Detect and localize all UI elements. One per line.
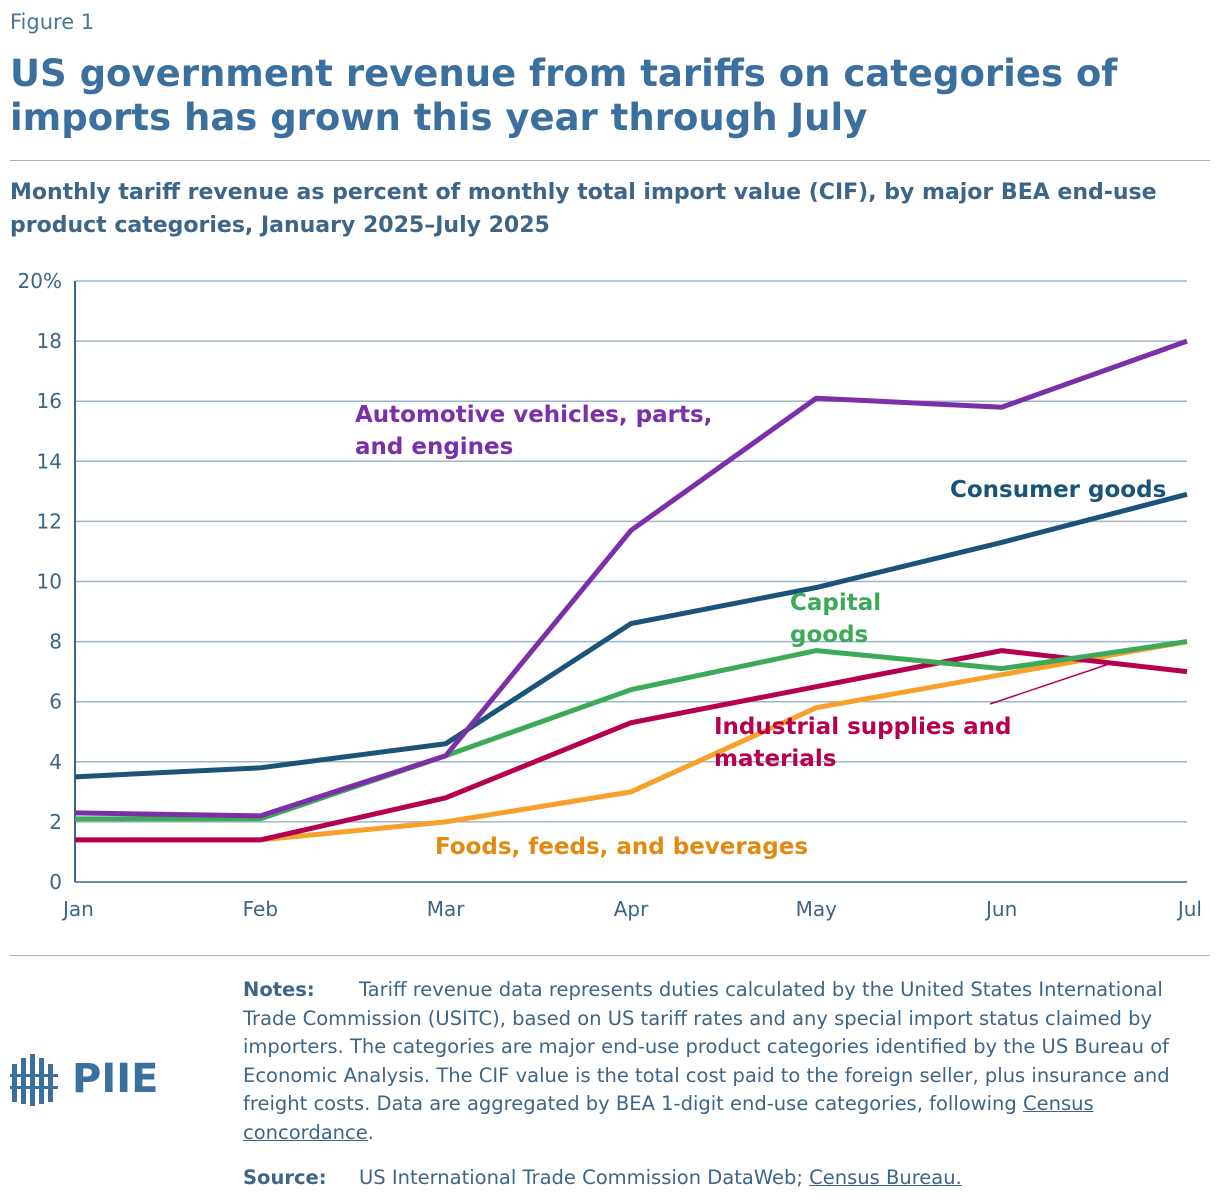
rule (10, 160, 1210, 161)
y-tick-label: 4 (49, 750, 62, 774)
series-line (75, 639, 1188, 822)
series-label: Consumer goods (950, 477, 1167, 503)
series-line (75, 648, 1188, 843)
y-tick-label: 12 (37, 509, 62, 533)
leader-line (989, 661, 1116, 705)
y-tick-label: 8 (49, 630, 62, 654)
y-tick-label: 2 (49, 810, 62, 834)
y-tick-label: 14 (37, 449, 62, 473)
title: US government revenue from tariffs on ca… (10, 52, 1118, 139)
x-tick-label: Jul (1176, 897, 1202, 921)
y-tick-label: 6 (49, 690, 62, 714)
x-tick-label: May (796, 897, 838, 921)
series-line (74, 338, 1188, 819)
series-label: Capital goods (790, 590, 882, 648)
series-label: Industrial supplies and materials (714, 714, 1012, 772)
x-tick-label: Feb (243, 897, 278, 921)
logo: PIIE (10, 1050, 170, 1110)
figure-label: Figure 1 (10, 10, 95, 34)
series-line (74, 491, 1188, 780)
x-tick-label: Jun (984, 897, 1017, 921)
series-label: Foods, feeds, and beverages (435, 834, 809, 860)
y-tick-label: 10 (37, 570, 62, 594)
y-tick-label: 16 (37, 389, 62, 413)
y-tick-label: 18 (37, 329, 62, 353)
logo-icon (10, 1054, 58, 1106)
x-tick-label: Jan (61, 897, 94, 921)
series-label: Automotive vehicles, parts, and engines (355, 402, 713, 460)
source-text: US International Trade Commission DataWe… (359, 1166, 810, 1189)
subtitle: Monthly tariff revenue as percent of mon… (10, 180, 1157, 238)
notes-link[interactable]: Census concordance (243, 1092, 1094, 1144)
logo-text: PIIE (72, 1056, 159, 1102)
notes-text: Tariff revenue data represents duties ca… (243, 978, 1170, 1116)
source-label: Source: (243, 1166, 327, 1189)
y-tick-label: 0 (49, 870, 62, 894)
x-tick-label: Apr (614, 897, 649, 921)
source: Source: US International Trade Commission… (243, 1164, 1211, 1193)
notes: Notes: Tariff revenue data represents dut… (243, 976, 1211, 1148)
rule (10, 955, 1210, 956)
source-link[interactable]: Census Bureau. (809, 1166, 962, 1189)
notes-label: Notes: (243, 978, 315, 1001)
notes-end: . (367, 1120, 374, 1144)
y-tick-label: 20% (18, 269, 62, 293)
x-tick-label: Mar (427, 897, 466, 921)
